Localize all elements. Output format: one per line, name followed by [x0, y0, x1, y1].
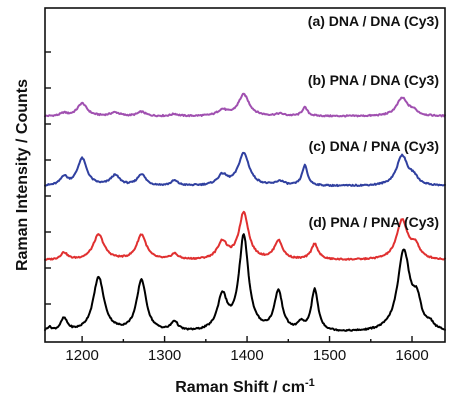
x-axis-title: Raman Shift / cm-1 [175, 377, 315, 396]
series-label: (c) DNA / PNA (Cy3) [309, 138, 439, 154]
spectrum-line [44, 92, 446, 118]
y-axis-title: Raman Intensity / Counts [14, 79, 31, 271]
series-label: (b) PNA / DNA (Cy3) [308, 72, 439, 88]
spectrum-line [44, 151, 446, 188]
plot-frame [44, 7, 446, 343]
spectra-traces [44, 92, 446, 332]
x-tick-label: 1300 [148, 347, 181, 364]
series-label: (a) DNA / DNA (Cy3) [308, 13, 439, 29]
x-axis-ticks: 1200 1300 1400 1500 1600 [65, 336, 429, 364]
x-axis-title-superscript: -1 [305, 377, 315, 389]
spectrum-line [44, 233, 446, 332]
x-axis-title-text: Raman Shift / cm [175, 379, 305, 396]
series-labels: (a) DNA / DNA (Cy3) (b) PNA / DNA (Cy3) (c… [308, 13, 439, 230]
x-tick-label: 1600 [395, 347, 428, 364]
x-tick-label: 1400 [230, 347, 263, 364]
x-tick-label: 1200 [65, 347, 98, 364]
spectrum-line [44, 210, 446, 261]
series-label: (d) PNA / PNA (Cy3) [309, 214, 439, 230]
y-axis-ticks [45, 51, 51, 305]
x-tick-label: 1500 [313, 347, 346, 364]
